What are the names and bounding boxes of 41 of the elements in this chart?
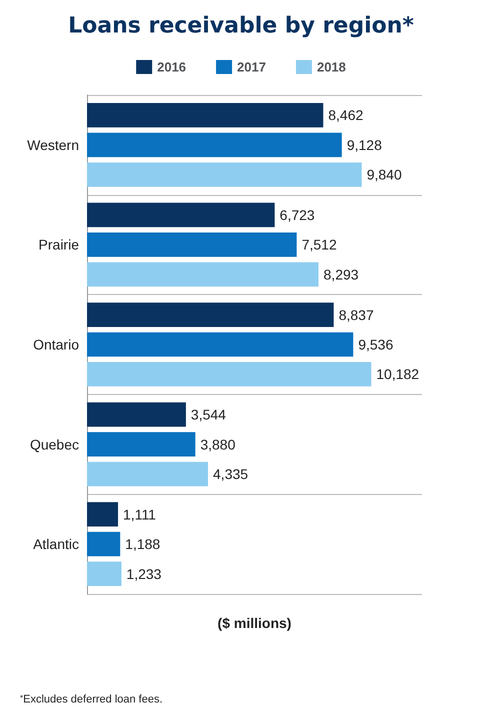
bar (87, 132, 342, 158)
bar (87, 532, 120, 556)
data-label: 1,188 (125, 536, 160, 552)
data-label: 9,840 (366, 166, 402, 183)
data-label: 3,544 (190, 406, 226, 423)
data-label: 4,335 (213, 466, 248, 482)
bar (87, 162, 362, 187)
legend-label: 2017 (237, 60, 266, 74)
data-label: 7,512 (302, 236, 337, 253)
y-tick-label: Prairie (38, 236, 80, 253)
bar (87, 262, 319, 287)
bar (87, 232, 297, 257)
bar (87, 332, 354, 357)
y-tick-label: Atlantic (33, 536, 79, 552)
bar (87, 362, 372, 386)
legend-label: 2018 (316, 60, 346, 74)
y-tick-label: Ontario (33, 336, 80, 352)
data-label: 9,128 (346, 136, 382, 153)
chart-title: Loans receivable by region* (68, 14, 414, 38)
bar (87, 502, 118, 527)
data-label: 8,293 (324, 266, 359, 282)
bar (87, 462, 208, 486)
y-tick-label: Western (27, 136, 79, 153)
legend-label: 2016 (157, 60, 186, 74)
bar (87, 102, 324, 128)
data-label: 6,723 (280, 206, 315, 223)
data-label: 8,837 (338, 306, 374, 323)
bar (87, 432, 196, 456)
data-label: 1,111 (123, 506, 156, 522)
data-label: 10,182 (376, 366, 420, 382)
y-tick-label: Quebec (30, 436, 79, 452)
bar (87, 562, 122, 586)
data-label: 9,536 (358, 336, 394, 352)
bar (87, 202, 275, 228)
bar (87, 302, 334, 327)
data-label: 3,880 (200, 436, 236, 452)
data-label: 8,462 (328, 107, 364, 124)
text: *Excludes deferred loan fees. (20, 694, 163, 706)
bar (87, 402, 186, 427)
x-axis-title: ($ millions) (218, 615, 292, 631)
data-label: 1,233 (126, 566, 162, 582)
